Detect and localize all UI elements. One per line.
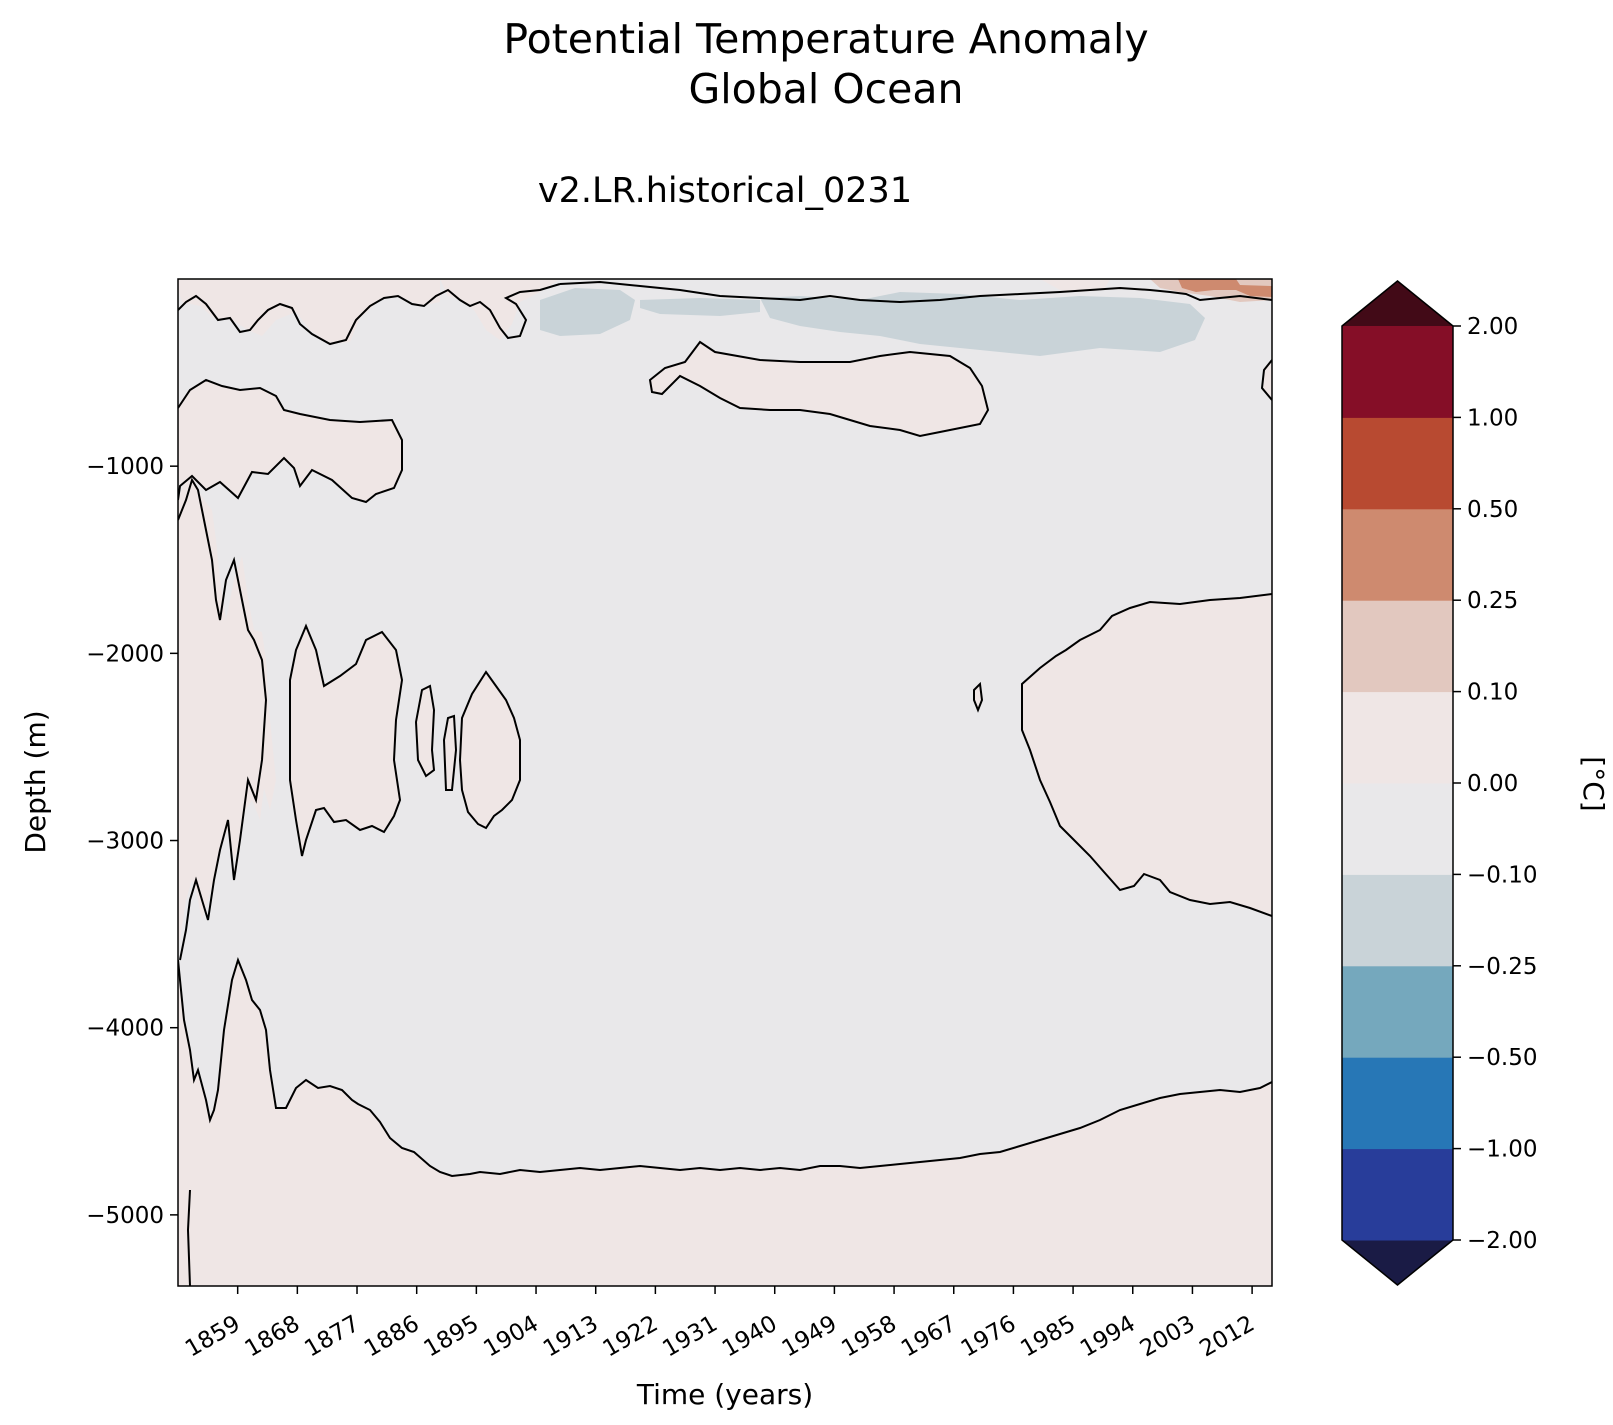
warm-region-deep-1895-1902 bbox=[460, 672, 520, 828]
warm-region-deep-1888 bbox=[416, 686, 434, 776]
colorbar-over-arrow bbox=[1342, 281, 1453, 326]
colorbar-segment bbox=[1342, 1148, 1453, 1241]
x-tick-label: 1940 bbox=[718, 1311, 782, 1363]
cold-region-shallow-1925-1945 bbox=[640, 298, 760, 316]
contour-line-deep-1892 bbox=[442, 714, 458, 791]
warm-region-deep-1975-2015 bbox=[1022, 594, 1272, 916]
warm-region-abyssal bbox=[178, 960, 1272, 1286]
chart-subtitle: v2.LR.historical_0231 bbox=[538, 171, 912, 211]
contour-line-surface-left bbox=[178, 283, 561, 346]
colorbar-segment bbox=[1342, 1057, 1453, 1150]
colorbar-segment bbox=[1342, 326, 1453, 418]
y-tick-label: −2000 bbox=[86, 641, 164, 667]
x-tick-label: 1994 bbox=[1076, 1311, 1140, 1363]
x-tick-label: 1931 bbox=[658, 1311, 722, 1363]
contour-line-surface-mid bbox=[559, 280, 1272, 304]
colorbar-segment bbox=[1342, 965, 1453, 1058]
contour-lines bbox=[178, 280, 1272, 1286]
x-tick-label: 1958 bbox=[837, 1311, 901, 1363]
x-tick-label: 2012 bbox=[1195, 1311, 1259, 1363]
warm-region-lens-1920s-1970 bbox=[650, 342, 988, 436]
cold-region-shallow-1910s bbox=[540, 288, 635, 336]
contour-line-bottom-left-deep bbox=[186, 1189, 191, 1286]
colorbar-tick-label: −2.00 bbox=[1467, 1228, 1537, 1254]
warm-region-deep-pulses-left bbox=[178, 474, 276, 940]
colorbar-tick-label: −0.25 bbox=[1467, 954, 1537, 980]
colorbar-tick-label: −0.50 bbox=[1467, 1045, 1537, 1071]
colorbar-segment bbox=[1342, 508, 1453, 601]
y-tick-label: −4000 bbox=[86, 1016, 164, 1042]
warm-region-surface-1890s bbox=[440, 279, 560, 340]
x-tick-label: 1859 bbox=[181, 1311, 245, 1363]
colorbar-tick-label: −0.10 bbox=[1467, 862, 1537, 888]
y-tick-label: −5000 bbox=[86, 1203, 164, 1229]
colorbar-segment bbox=[1342, 417, 1453, 510]
colorbar-tick-label: 1.00 bbox=[1467, 405, 1518, 431]
chart-title-line-1: Potential Temperature Anomaly bbox=[503, 15, 1148, 63]
colorbar-segment bbox=[1342, 874, 1453, 967]
colorbar-under-arrow bbox=[1342, 1240, 1453, 1285]
chart-title-line-2: Global Ocean bbox=[689, 65, 964, 113]
contour-line-deep-1975-2015 bbox=[1021, 593, 1272, 917]
contour-line-deep-1888 bbox=[414, 684, 436, 778]
colorbar-segment bbox=[1342, 691, 1453, 784]
warm-region-deep-1865-1885 bbox=[290, 626, 402, 856]
y-axis-ticks: −1000 −2000 −3000 −4000 −5000 bbox=[86, 454, 178, 1229]
y-axis-label: Depth (m) bbox=[19, 710, 52, 853]
contour-line-abyssal bbox=[178, 956, 1272, 1178]
contour-line-deep-pulses-left bbox=[178, 477, 268, 961]
contour-line-deep-1865-1885 bbox=[289, 623, 404, 857]
x-tick-label: 1976 bbox=[957, 1311, 1021, 1363]
contour-line-deep-1895-1902 bbox=[458, 670, 521, 830]
warm-region-surface-early bbox=[178, 279, 440, 344]
x-tick-label: 1886 bbox=[360, 1311, 424, 1363]
contour-line-lens-1850-1885 bbox=[178, 378, 403, 504]
warm-region-lens-1850-1885 bbox=[178, 380, 402, 502]
contour-line-right-edge-upper bbox=[1260, 359, 1272, 401]
x-tick-label: 1895 bbox=[420, 1311, 484, 1363]
plot-area bbox=[178, 279, 1272, 1286]
contour-line-deep-1968 bbox=[973, 681, 984, 713]
warm-patch-surface-1980s bbox=[1040, 279, 1110, 292]
x-tick-label: 1922 bbox=[599, 1311, 663, 1363]
colorbar-tick-label: 0.25 bbox=[1467, 588, 1518, 614]
cold-region-shallow-1950-2000 bbox=[760, 292, 1205, 356]
colorbar-tick-label: 0.50 bbox=[1467, 497, 1518, 523]
colorbar-tick-label: 2.00 bbox=[1467, 314, 1518, 340]
colorbar-segment bbox=[1342, 600, 1453, 693]
warm-patch-surface-right bbox=[1236, 279, 1272, 286]
x-axis-ticks: 1859186818771886189519041913192219311940… bbox=[181, 1286, 1259, 1362]
plot-frame bbox=[177, 278, 1273, 1287]
colorbar-tick-label: 0.00 bbox=[1467, 771, 1518, 797]
colorbar-segment bbox=[1342, 783, 1453, 875]
x-axis-label: Time (years) bbox=[636, 1378, 813, 1411]
x-tick-label: 2003 bbox=[1136, 1311, 1200, 1363]
contour-line-lens-1920s-1970 bbox=[648, 340, 990, 438]
x-tick-label: 1985 bbox=[1016, 1311, 1080, 1363]
x-tick-label: 1877 bbox=[300, 1311, 364, 1363]
x-tick-label: 1868 bbox=[241, 1311, 305, 1363]
colorbar: −2.00 −1.00 −0.50 −0.25 −0.10 0.00 0.10 0.25 0.5… bbox=[1341, 280, 1537, 1286]
x-tick-label: 1913 bbox=[539, 1311, 603, 1363]
x-tick-label: 1967 bbox=[897, 1311, 961, 1363]
colorbar-tick-label: −1.00 bbox=[1467, 1137, 1537, 1163]
y-tick-label: −1000 bbox=[86, 454, 164, 480]
colorbar-label: [°C] bbox=[1577, 756, 1610, 811]
x-tick-label: 1949 bbox=[778, 1311, 842, 1363]
colorbar-tick-label: 0.10 bbox=[1467, 680, 1518, 706]
x-tick-label: 1904 bbox=[479, 1311, 543, 1363]
y-tick-label: −3000 bbox=[86, 829, 164, 855]
